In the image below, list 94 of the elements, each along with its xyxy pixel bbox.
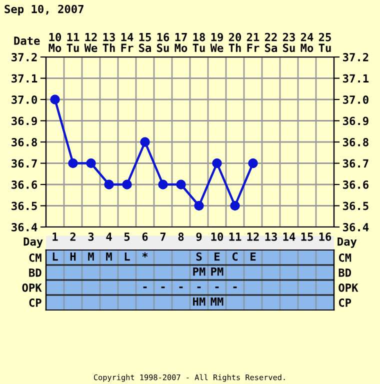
x-tick-label: 8	[178, 232, 184, 241]
x-tick-label: 15	[301, 232, 313, 241]
x-tick-label: 4	[106, 232, 112, 241]
text: M	[88, 252, 94, 261]
x-tick-label: 6	[142, 232, 148, 241]
text: -	[143, 286, 147, 288]
point	[104, 180, 114, 190]
y2-tick-label: CP	[338, 298, 352, 307]
point	[194, 200, 204, 211]
text: *	[142, 252, 148, 258]
x-tick-label: 10	[211, 232, 224, 241]
x-tick-label: 20 Th	[228, 32, 242, 52]
text: C	[232, 252, 238, 261]
point	[122, 180, 132, 190]
y-tick-label: 37.1	[12, 74, 38, 83]
x-tick-label: 14 Fr	[121, 33, 134, 52]
text: -	[179, 286, 183, 288]
text: M	[106, 252, 112, 261]
y-tick-label: 36.5	[12, 202, 37, 210]
y-tick-label: BD	[29, 268, 42, 277]
x-tick-label: 14	[283, 232, 296, 241]
text: -	[215, 286, 219, 288]
y2-tick-label: 37.2	[343, 52, 368, 62]
text: H	[70, 252, 76, 261]
y2-tick-label: 37.1	[343, 74, 369, 83]
y2-tick-label: 36.9	[343, 116, 368, 126]
x-axis-title: Date	[14, 36, 40, 45]
text: L	[124, 252, 130, 261]
x-tick-label: 24 Mo	[300, 32, 314, 52]
point	[158, 180, 168, 190]
text: -	[161, 286, 165, 288]
text: -	[197, 286, 201, 288]
y-tick-label: 37.0	[12, 95, 37, 104]
y2-tick-label: 36.4	[343, 222, 369, 232]
y-tick-label: 36.6	[12, 180, 38, 189]
y2-tick-label: CM	[338, 253, 352, 262]
y-tick-label: CP	[29, 298, 42, 307]
point	[50, 94, 60, 104]
point	[248, 158, 258, 168]
x-tick-label: 22 Sa	[264, 32, 278, 52]
y-tick-label: 36.8	[12, 138, 37, 146]
point	[176, 180, 186, 190]
y2-tick-label: BD	[338, 268, 352, 277]
x-axis-title: Day	[24, 237, 43, 248]
y-tick-label: 36.4	[12, 222, 38, 232]
chart-title: Sep 10, 2007	[4, 4, 84, 16]
y2-tick-label: 37.0	[343, 95, 368, 104]
x-tick-label: 16	[319, 232, 332, 241]
y-tick-label: OPK	[22, 283, 42, 292]
y2-tick-label: 36.8	[343, 138, 368, 146]
text: PM	[193, 267, 206, 276]
y-tick-label: 37.2	[12, 52, 37, 62]
text: E	[214, 252, 220, 261]
x-tick-label: 11 Tu	[66, 33, 80, 52]
x-tick-label: 11	[229, 232, 242, 241]
point	[230, 200, 240, 211]
y2-tick-label: OPK	[338, 283, 358, 292]
x-tick-label: 5	[124, 232, 130, 241]
x-tick-label: 7	[160, 232, 166, 241]
x-tick-label: 17 Mo	[174, 33, 188, 52]
x-tick-label: 2	[70, 232, 76, 241]
x-tick-label: 12	[247, 232, 259, 241]
y2-tick-label: 36.5	[343, 202, 368, 210]
text: -	[233, 286, 237, 288]
x-tick-label: 19 We	[210, 32, 224, 52]
y-tick-label: CM	[29, 253, 42, 262]
y-tick-label: 36.9	[12, 116, 37, 126]
x-tick-label: 15 Sa	[139, 33, 152, 52]
x-tick-label: 12 We	[84, 32, 98, 52]
text: S	[196, 252, 202, 261]
x-tick-label: 18 Tu	[192, 32, 205, 52]
x-tick-label: 1	[52, 232, 58, 241]
x-tick-label: 21 Fr	[246, 32, 260, 52]
text: L	[52, 252, 58, 261]
x-tick-label: 23 Su	[282, 32, 295, 52]
y2-tick-label: 36.6	[343, 180, 368, 189]
point	[212, 158, 222, 168]
x-tick-label: 13 Th	[102, 32, 115, 52]
point	[86, 158, 96, 168]
point	[68, 158, 78, 168]
text: MM	[210, 297, 224, 306]
x-tick-label: 3	[88, 232, 94, 241]
x-tick-label: 25 Tu	[318, 32, 331, 52]
point	[140, 137, 150, 147]
y-tick-label: 36.7	[12, 159, 37, 168]
text: E	[250, 252, 256, 261]
text: PM	[211, 267, 224, 276]
y2-tick-label: 36.7	[343, 159, 368, 168]
x-tick-label: 16 Su	[157, 32, 170, 52]
text: HM	[193, 297, 206, 306]
x-tick-label: 10 Mo	[48, 32, 62, 52]
x-tick-label: 13	[265, 232, 277, 241]
x-tick-label: 9	[196, 232, 202, 241]
text: Day	[338, 237, 357, 248]
